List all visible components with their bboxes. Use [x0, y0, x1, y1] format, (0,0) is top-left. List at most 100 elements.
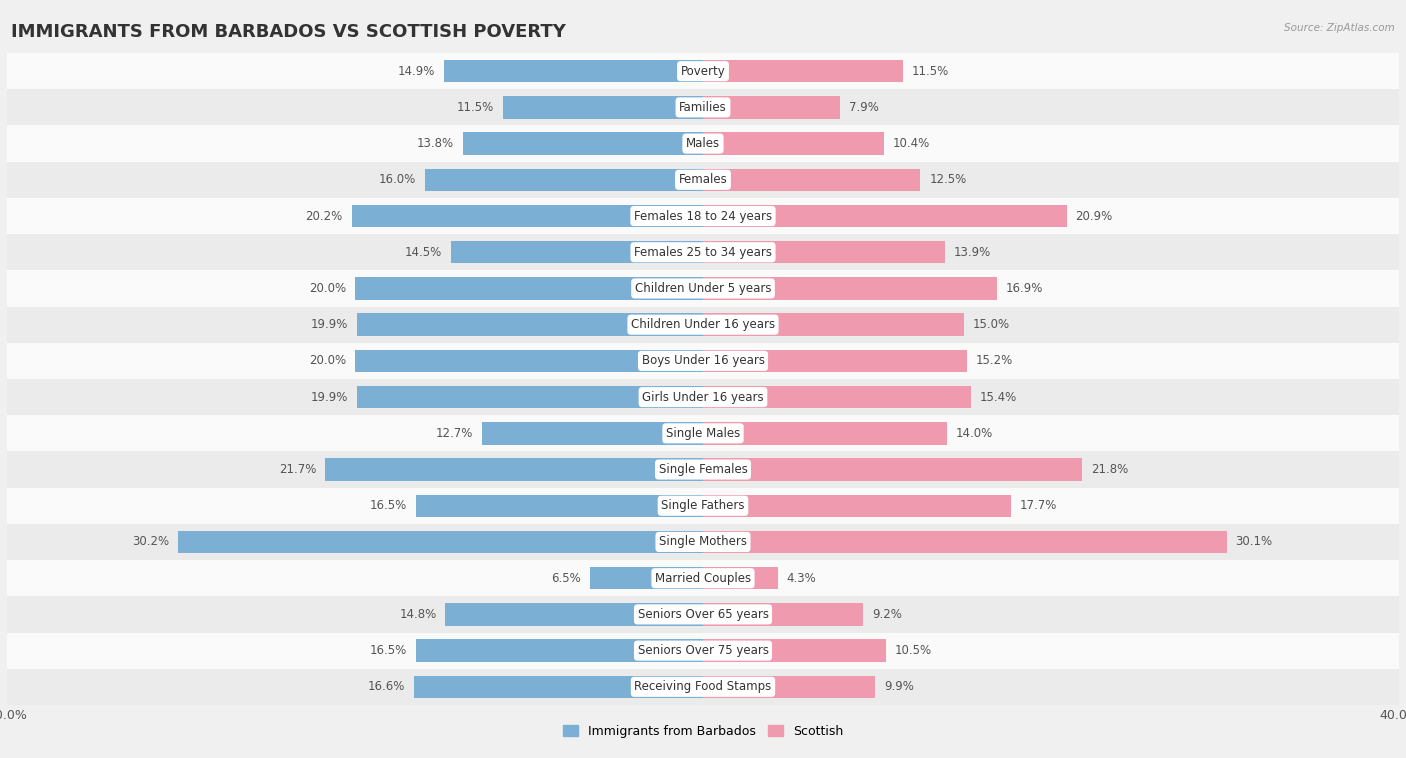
Bar: [7, 452, 1399, 487]
Text: IMMIGRANTS FROM BARBADOS VS SCOTTISH POVERTY: IMMIGRANTS FROM BARBADOS VS SCOTTISH POV…: [11, 23, 567, 41]
Bar: [352, 205, 703, 227]
Bar: [703, 241, 945, 264]
Text: Married Couples: Married Couples: [655, 572, 751, 584]
Text: 30.1%: 30.1%: [1236, 535, 1272, 549]
Bar: [7, 234, 1399, 271]
Text: 11.5%: 11.5%: [457, 101, 495, 114]
Bar: [7, 669, 1399, 705]
Text: Boys Under 16 years: Boys Under 16 years: [641, 355, 765, 368]
Text: Children Under 5 years: Children Under 5 years: [634, 282, 772, 295]
Text: 16.0%: 16.0%: [378, 174, 416, 186]
Text: 12.7%: 12.7%: [436, 427, 474, 440]
Bar: [451, 241, 703, 264]
Bar: [703, 567, 778, 590]
Bar: [7, 198, 1399, 234]
Bar: [357, 314, 703, 336]
Text: 4.3%: 4.3%: [786, 572, 817, 584]
Text: 21.8%: 21.8%: [1091, 463, 1128, 476]
Bar: [7, 89, 1399, 126]
Legend: Immigrants from Barbados, Scottish: Immigrants from Barbados, Scottish: [562, 725, 844, 738]
Bar: [7, 343, 1399, 379]
Text: Receiving Food Stamps: Receiving Food Stamps: [634, 681, 772, 694]
Bar: [7, 597, 1399, 632]
Text: 20.0%: 20.0%: [309, 282, 346, 295]
Bar: [703, 314, 965, 336]
Text: Single Males: Single Males: [666, 427, 740, 440]
Bar: [703, 205, 1067, 227]
Text: Seniors Over 65 years: Seniors Over 65 years: [637, 608, 769, 621]
Text: 11.5%: 11.5%: [912, 64, 949, 77]
Text: 9.9%: 9.9%: [884, 681, 914, 694]
Bar: [7, 524, 1399, 560]
Bar: [703, 603, 863, 625]
Bar: [354, 349, 703, 372]
Text: Children Under 16 years: Children Under 16 years: [631, 318, 775, 331]
Text: Girls Under 16 years: Girls Under 16 years: [643, 390, 763, 403]
Text: Females: Females: [679, 174, 727, 186]
Bar: [446, 603, 703, 625]
Text: 10.5%: 10.5%: [894, 644, 932, 657]
Bar: [7, 53, 1399, 89]
Text: 14.5%: 14.5%: [405, 246, 441, 258]
Bar: [703, 277, 997, 299]
Text: 21.7%: 21.7%: [280, 463, 316, 476]
Bar: [591, 567, 703, 590]
Bar: [463, 133, 703, 155]
Bar: [7, 271, 1399, 306]
Text: Females 25 to 34 years: Females 25 to 34 years: [634, 246, 772, 258]
Text: 12.5%: 12.5%: [929, 174, 966, 186]
Text: Families: Families: [679, 101, 727, 114]
Text: 20.0%: 20.0%: [309, 355, 346, 368]
Bar: [357, 386, 703, 409]
Bar: [7, 415, 1399, 452]
Text: Source: ZipAtlas.com: Source: ZipAtlas.com: [1284, 23, 1395, 33]
Bar: [425, 168, 703, 191]
Text: 9.2%: 9.2%: [872, 608, 901, 621]
Bar: [703, 640, 886, 662]
Text: 6.5%: 6.5%: [551, 572, 581, 584]
Text: Single Mothers: Single Mothers: [659, 535, 747, 549]
Bar: [703, 494, 1011, 517]
Bar: [7, 161, 1399, 198]
Text: 16.5%: 16.5%: [370, 644, 408, 657]
Text: Seniors Over 75 years: Seniors Over 75 years: [637, 644, 769, 657]
Bar: [503, 96, 703, 118]
Bar: [703, 531, 1226, 553]
Bar: [703, 422, 946, 444]
Text: 16.9%: 16.9%: [1005, 282, 1043, 295]
Text: 20.9%: 20.9%: [1076, 209, 1112, 223]
Text: 15.2%: 15.2%: [976, 355, 1014, 368]
Text: Males: Males: [686, 137, 720, 150]
Text: 13.9%: 13.9%: [953, 246, 991, 258]
Text: 20.2%: 20.2%: [305, 209, 343, 223]
Bar: [482, 422, 703, 444]
Bar: [703, 675, 876, 698]
Bar: [7, 560, 1399, 597]
Bar: [416, 494, 703, 517]
Bar: [703, 386, 972, 409]
Text: 19.9%: 19.9%: [311, 390, 349, 403]
Bar: [703, 459, 1083, 481]
Text: Single Females: Single Females: [658, 463, 748, 476]
Bar: [703, 60, 903, 83]
Text: 16.5%: 16.5%: [370, 500, 408, 512]
Bar: [415, 675, 703, 698]
Bar: [703, 133, 884, 155]
Bar: [354, 277, 703, 299]
Text: 16.6%: 16.6%: [368, 681, 405, 694]
Text: Single Fathers: Single Fathers: [661, 500, 745, 512]
Text: 19.9%: 19.9%: [311, 318, 349, 331]
Text: 17.7%: 17.7%: [1019, 500, 1057, 512]
Text: 14.8%: 14.8%: [399, 608, 437, 621]
Text: 15.0%: 15.0%: [973, 318, 1010, 331]
Text: 14.9%: 14.9%: [398, 64, 434, 77]
Bar: [177, 531, 703, 553]
Bar: [7, 379, 1399, 415]
Bar: [7, 487, 1399, 524]
Bar: [703, 168, 921, 191]
Bar: [416, 640, 703, 662]
Text: Females 18 to 24 years: Females 18 to 24 years: [634, 209, 772, 223]
Bar: [444, 60, 703, 83]
Bar: [7, 306, 1399, 343]
Text: 15.4%: 15.4%: [980, 390, 1017, 403]
